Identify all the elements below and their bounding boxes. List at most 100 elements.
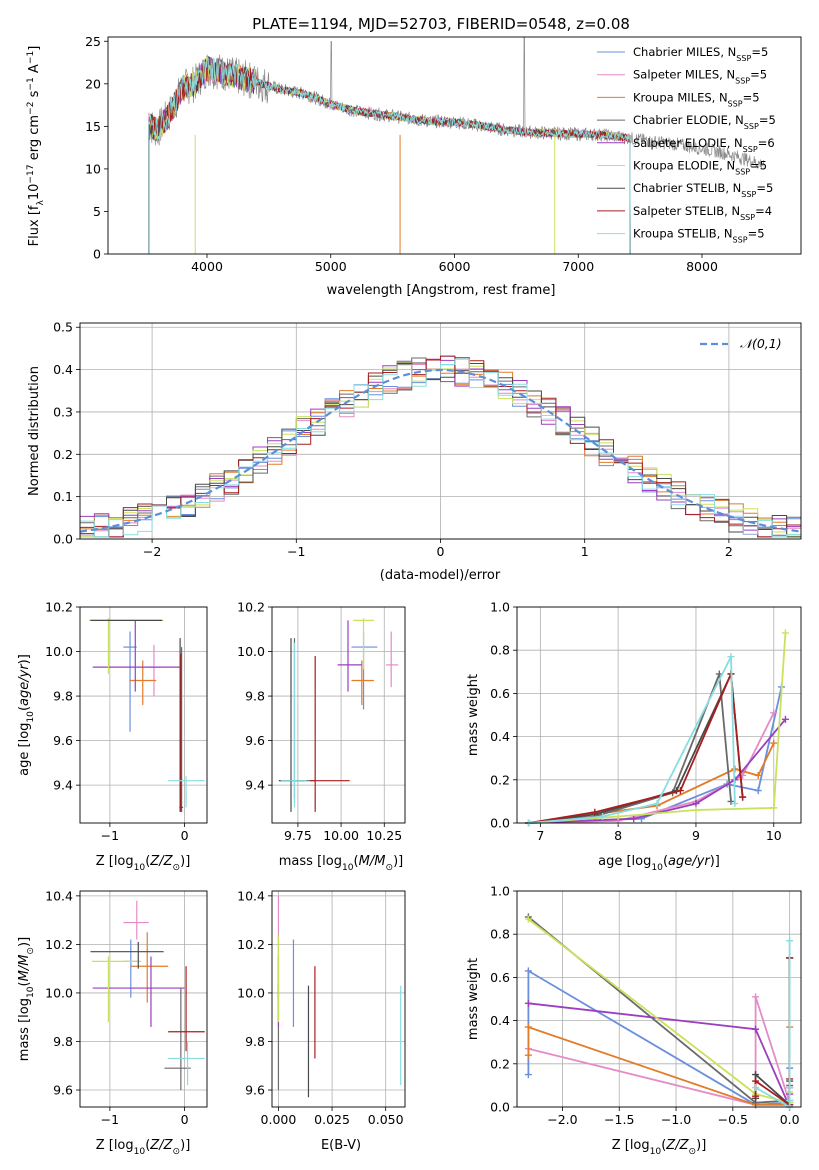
histogram-salpeter-stelib [80, 355, 801, 538]
weight-point [752, 1025, 760, 1033]
x-tick-label: 9 [692, 828, 700, 843]
weight-point [524, 967, 532, 975]
legend-label: Salpeter MILES, NSSP=5 [633, 68, 767, 86]
y-tick-label: 0.0 [490, 816, 510, 831]
y-tick-label: 0.3 [53, 404, 73, 419]
weight-point [591, 808, 599, 816]
model-spectrum-chabrier-miles [148, 56, 631, 254]
weight_vs_age-frame [516, 606, 802, 824]
x-axis-label: Z [log10(Z/Z⊙)] [96, 1138, 191, 1157]
y-tick-label: 0.0 [53, 532, 73, 547]
legend-label: Salpeter ELODIE, NSSP=6 [633, 136, 775, 154]
weight-point [752, 1071, 760, 1079]
y-tick-label: 0.4 [53, 362, 73, 377]
y-tick-label: 20 [85, 76, 101, 91]
mass_vs_Z-frame [79, 890, 208, 1108]
model-spectrum-salpeter-elodie [148, 56, 631, 254]
weight_vs_Z-frame [516, 890, 802, 1108]
x-tick-label: 8 [614, 828, 622, 843]
y-tick-label: 9.4 [245, 778, 265, 793]
weight-point [524, 1051, 532, 1059]
model-spectrum-kroupa-miles [148, 56, 631, 254]
x-tick-label: 0.0 [780, 1112, 800, 1127]
weight-line-kroupa-elodie [527, 918, 791, 1104]
weight-point [781, 715, 789, 723]
x-tick-label: −2 [143, 544, 161, 559]
weight-point [739, 793, 747, 801]
model-spectrum-kroupa-elodie [148, 56, 631, 254]
weight-point [727, 653, 735, 661]
weight-point [727, 797, 735, 805]
age_vs_mass-axes [268, 606, 405, 827]
age_vs_mass-frame [271, 606, 406, 824]
weight-point [599, 813, 607, 821]
x-tick-label: 2 [725, 544, 733, 559]
x-tick-label: 10.25 [366, 828, 402, 843]
weight-line-salpeter-miles [528, 996, 791, 1106]
y-axis-label: Flux [fλ10−17 erg cm−2 s−1 A−1] [26, 46, 46, 247]
y-tick-label: 10 [85, 161, 101, 176]
weight-line-kroupa-stelib [755, 940, 791, 1109]
model-spectrum-chabrier-elodie [148, 56, 631, 254]
weight-point [770, 804, 778, 812]
x-tick-label: −1 [101, 1112, 119, 1127]
y-tick-label: 9.6 [53, 1083, 73, 1098]
x-axis-label: Z [log10(Z/Z⊙)] [612, 1138, 707, 1157]
model-spectrum-salpeter-stelib [148, 58, 631, 254]
model-spectrum-chabrier-stelib [148, 56, 631, 254]
weight-line-chabrier-stelib [754, 958, 791, 1107]
y-tick-label: 9.6 [53, 733, 73, 748]
weight-point [692, 806, 700, 814]
weight-point [770, 709, 778, 717]
legend-label: Chabrier STELIB, NSSP=5 [633, 181, 773, 199]
weight-point [754, 771, 762, 779]
weight-point [676, 787, 684, 795]
weight-point [524, 1023, 532, 1031]
y-tick-label: 0.8 [490, 927, 510, 942]
x-tick-label: 9.75 [284, 828, 312, 843]
y-tick-label: 15 [85, 119, 101, 134]
x-axis-label: age [log10(age/yr)] [598, 854, 720, 873]
x-tick-label: 1 [581, 544, 589, 559]
y-tick-label: 10.4 [237, 888, 265, 903]
y-tick-label: 0.8 [490, 643, 510, 658]
legend-label: Chabrier ELODIE, NSSP=5 [633, 113, 776, 131]
weight-point [653, 800, 661, 808]
y-tick-label: 0.1 [53, 489, 73, 504]
x-axis-label: (data-model)/error [380, 568, 501, 583]
x-axis-label: mass [log10(M/M⊙)] [279, 854, 403, 873]
x-tick-label: −1 [287, 544, 305, 559]
legend-label: Chabrier MILES, NSSP=5 [633, 45, 768, 63]
x-tick-label: 0.025 [314, 1112, 350, 1127]
weight-point [752, 1092, 760, 1100]
y-tick-label: 10.2 [45, 600, 73, 615]
y-tick-label: 10.0 [237, 985, 265, 1000]
legend-label: Salpeter STELIB, NSSP=4 [633, 204, 772, 222]
weight-point [524, 915, 532, 923]
weight-line-kroupa-elodie [528, 632, 787, 824]
x-tick-label: 10.00 [323, 828, 359, 843]
weight-line-chabrier-miles [527, 969, 791, 1106]
spectrum-frame [107, 36, 802, 255]
y-tick-label: 0.2 [490, 1056, 510, 1071]
y-axis-label: Normed distribution [27, 366, 42, 496]
x-tick-label: 7 [536, 828, 544, 843]
x-tick-label: −1.0 [661, 1112, 691, 1127]
weight-point [786, 1097, 794, 1105]
y-tick-label: 1.0 [490, 600, 510, 615]
model-spectrum-salpeter-miles [148, 58, 631, 254]
x-tick-label: 10 [766, 828, 782, 843]
legend-label: 𝒩(0,1) [740, 336, 782, 351]
residuals-frame [79, 322, 802, 540]
histogram-kroupa-stelib [80, 358, 801, 538]
y-tick-label: 9.8 [245, 1034, 265, 1049]
y-axis-label: mass weight [466, 958, 481, 1040]
spectrum-axes [104, 40, 703, 258]
legend-label: Kroupa STELIB, NSSP=5 [633, 227, 765, 245]
weight-point [786, 937, 794, 945]
y-tick-label: 9.8 [53, 1034, 73, 1049]
y-tick-label: 10.0 [237, 644, 265, 659]
x-axis-label: Z [log10(Z/Z⊙)] [96, 854, 191, 873]
mass_vs_ebv-frame [271, 890, 406, 1108]
